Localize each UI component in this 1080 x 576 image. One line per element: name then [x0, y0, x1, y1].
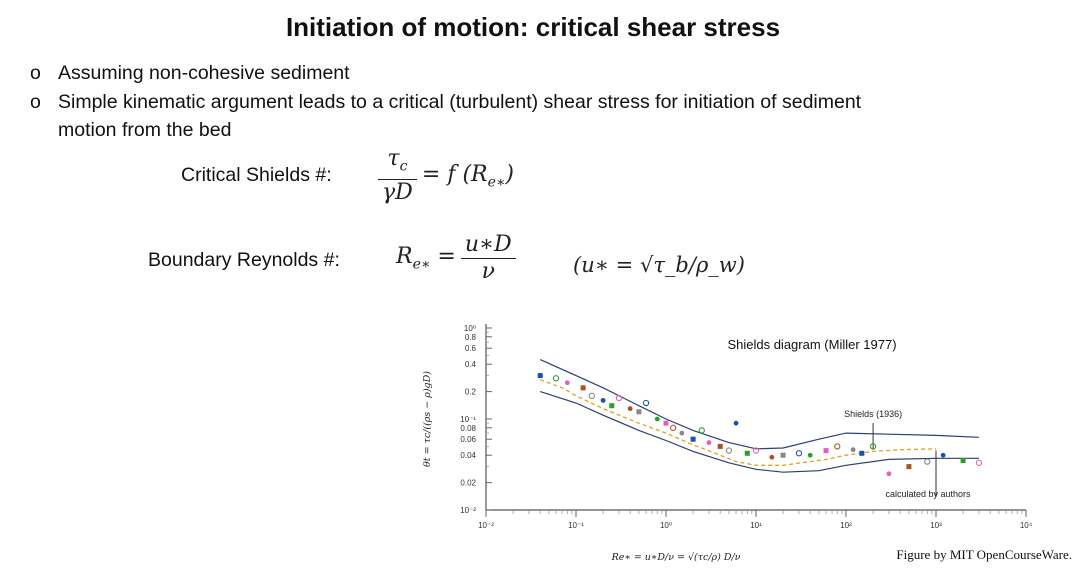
reynolds-fraction: u∗D ν: [460, 232, 516, 285]
data-point: [717, 443, 723, 449]
y-tick-label: 0.08: [460, 424, 476, 433]
x-tick-label: 10³: [930, 521, 942, 530]
y-tick-label: 0.2: [465, 388, 477, 397]
data-point: [795, 450, 803, 457]
reynolds-label: Boundary Reynolds #:: [148, 249, 340, 271]
slide-title: Initiation of motion: critical shear str…: [285, 12, 781, 42]
data-point: [564, 380, 570, 386]
reynolds-numerator: u∗D: [464, 232, 512, 257]
y-tick-label: 0.8: [465, 333, 477, 342]
shields-annotation: Shields (1936): [844, 409, 902, 419]
bullet-marker: o: [30, 62, 41, 84]
data-point: [663, 420, 669, 426]
data-point: [725, 447, 733, 454]
data-point: [537, 373, 543, 379]
bullet-text: Simple kinematic argument leads to a cri…: [58, 91, 862, 113]
shields-fraction: τc γD: [378, 146, 417, 206]
bullet-marker: o: [30, 91, 41, 113]
y-tick-label: 0.6: [465, 344, 477, 353]
chart-title: Shields diagram (Miller 1977): [727, 337, 896, 352]
data-point: [552, 375, 560, 382]
shields-diagram: 10⁻² 10⁻¹ 10⁰ 10¹ 10² 10³ 10⁴10⁰0.80.60.40.210…: [422, 324, 1033, 563]
upper-envelope-line: [539, 359, 979, 450]
data-point: [807, 452, 813, 458]
y-tick-label: 10⁰: [464, 324, 476, 333]
data-point: [669, 424, 677, 431]
data-point: [733, 420, 739, 426]
y-tick-label: 10⁻²: [460, 506, 476, 515]
data-point: [679, 430, 685, 436]
data-point: [588, 392, 595, 399]
data-point: [859, 450, 865, 456]
data-point: [642, 399, 650, 407]
x-axis-label: Re∗ = u∗D/ν = √(τc/ρ) D/ν: [611, 552, 741, 563]
data-point: [690, 436, 696, 442]
shields-rhs-end: ): [505, 162, 515, 187]
bullet-1: o Assuming non-cohesive sediment: [30, 59, 350, 87]
data-point: [627, 406, 633, 412]
data-point: [615, 394, 623, 402]
reynolds-equation: Re∗ = u∗D ν: [396, 232, 516, 285]
shields-label: Critical Shields #:: [181, 164, 332, 186]
lower-envelope-line: [540, 391, 979, 473]
data-point: [744, 450, 750, 456]
y-axis-label: θt = τc/((ρs − ρ)gD): [422, 371, 433, 467]
data-point: [600, 398, 606, 403]
data-point: [906, 464, 912, 470]
y-tick-label: 10⁻¹: [460, 415, 476, 424]
reynolds-lhs: R: [396, 244, 413, 270]
data-point: [924, 458, 931, 465]
data-point: [960, 457, 966, 463]
data-point: [654, 416, 660, 422]
shields-curve-line: [539, 379, 937, 466]
data-point: [886, 471, 892, 477]
x-tick-label: 10²: [840, 521, 852, 530]
data-point: [975, 459, 983, 466]
shields-numerator-sub: c: [399, 158, 408, 175]
ustar-definition: (u∗ = √τ_b/ρ_w): [573, 253, 745, 277]
shields-rhs-sub: e∗: [487, 174, 506, 191]
data-point: [609, 403, 615, 409]
data-point: [780, 452, 786, 458]
x-tick-label: 10⁴: [1020, 521, 1033, 530]
shields-denominator: γD: [378, 179, 417, 206]
x-tick-label: 10⁻²: [478, 521, 494, 530]
figure-credit: Figure by MIT OpenCourseWare.: [896, 547, 1072, 562]
x-tick-label: 10¹: [750, 521, 762, 530]
data-point: [850, 447, 856, 453]
data-point: [698, 427, 705, 434]
chart-points: [537, 373, 983, 477]
shields-numerator: τ: [387, 146, 400, 171]
y-tick-label: 0.02: [460, 479, 476, 488]
shields-equation: τc γD = f (Re∗): [378, 146, 514, 206]
reynolds-denominator: ν: [460, 258, 516, 285]
authors-annotation: calculated by authors: [885, 489, 971, 499]
chart-axes: [485, 324, 1027, 517]
reynolds-lhs-sub: e∗: [412, 256, 431, 273]
data-point: [823, 448, 829, 454]
data-point: [752, 447, 760, 454]
bullet-text: Assuming non-cohesive sediment: [58, 62, 350, 84]
data-point: [834, 443, 841, 450]
data-point: [580, 385, 586, 391]
shields-rhs: = f (R: [421, 162, 488, 187]
y-tick-label: 0.4: [465, 360, 477, 369]
data-point: [636, 409, 642, 415]
chart-lines: [539, 359, 979, 497]
data-point: [769, 454, 775, 460]
data-point: [940, 452, 946, 458]
bullet-2-continuation: motion from the bed: [58, 119, 232, 141]
data-point: [869, 443, 877, 450]
bullet-2: o Simple kinematic argument leads to a cr…: [30, 88, 861, 116]
reynolds-equals: =: [437, 244, 456, 270]
y-tick-label: 0.04: [460, 451, 476, 460]
chart-text: 10⁻² 10⁻¹ 10⁰ 10¹ 10² 10³ 10⁴10⁰0.80.60.40.210…: [422, 324, 1033, 563]
y-tick-label: 0.06: [460, 435, 476, 444]
x-tick-label: 10⁰: [660, 521, 672, 530]
data-point: [706, 440, 712, 446]
x-tick-label: 10⁻¹: [568, 521, 584, 530]
